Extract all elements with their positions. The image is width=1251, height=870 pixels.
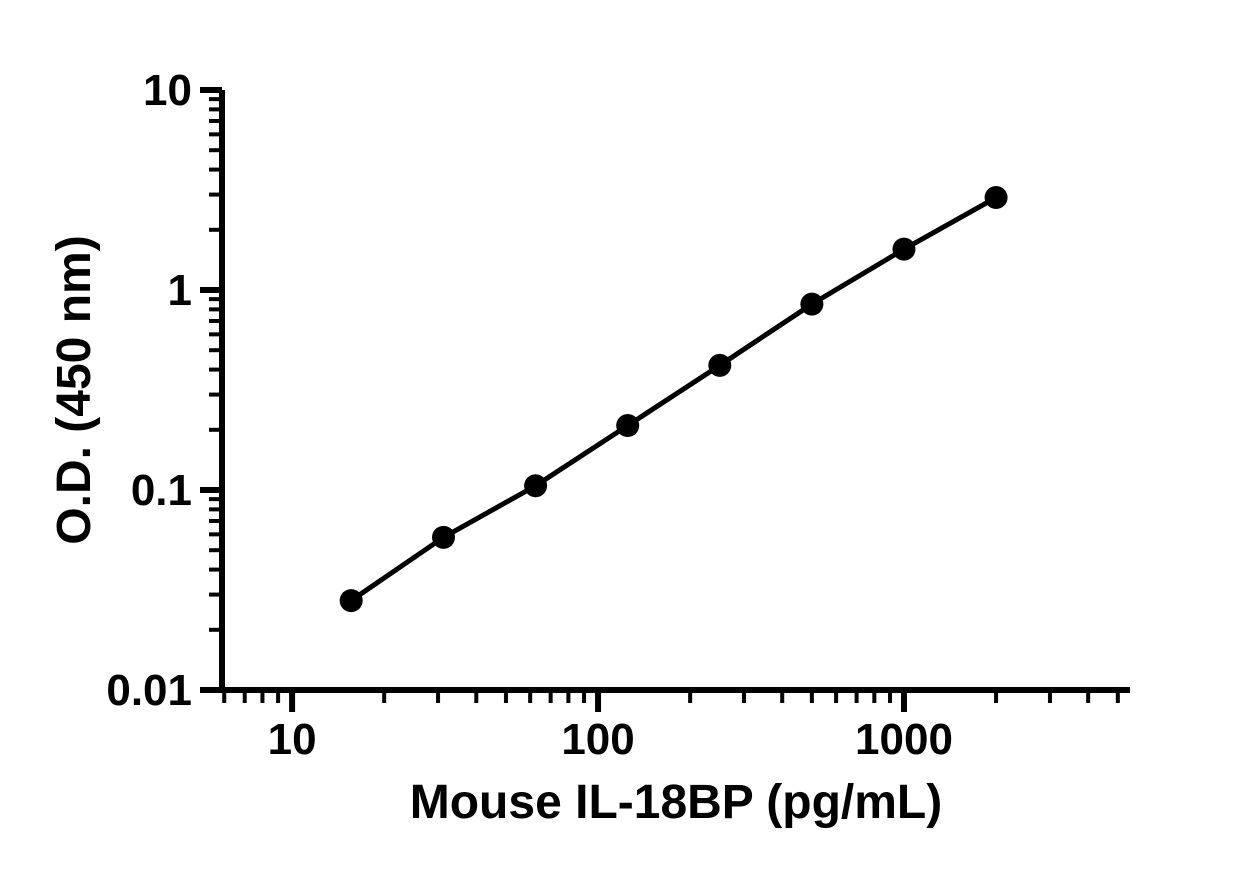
data-point bbox=[708, 353, 732, 377]
data-point bbox=[984, 186, 1008, 210]
y-tick-label: 10 bbox=[143, 66, 192, 115]
x-tick-label: 1000 bbox=[855, 715, 953, 764]
x-tick-label: 100 bbox=[561, 715, 634, 764]
data-point bbox=[524, 474, 548, 498]
standard-curve-line bbox=[349, 195, 998, 603]
data-point bbox=[892, 237, 916, 261]
x-tick-label: 10 bbox=[268, 715, 317, 764]
y-tick-label: 0.01 bbox=[106, 666, 192, 715]
y-tick-label: 1 bbox=[168, 266, 192, 315]
data-point bbox=[616, 414, 640, 438]
y-axis-title: O.D. (450 nm) bbox=[48, 235, 101, 544]
data-point bbox=[800, 292, 824, 316]
x-axis-title: Mouse IL-18BP (pg/mL) bbox=[410, 776, 942, 829]
y-tick-label: 0.1 bbox=[131, 466, 192, 515]
data-point bbox=[339, 589, 363, 613]
plot-area: 10 100 1000 0.01 0.1 1 10 bbox=[106, 66, 1130, 764]
data-point bbox=[431, 525, 455, 549]
